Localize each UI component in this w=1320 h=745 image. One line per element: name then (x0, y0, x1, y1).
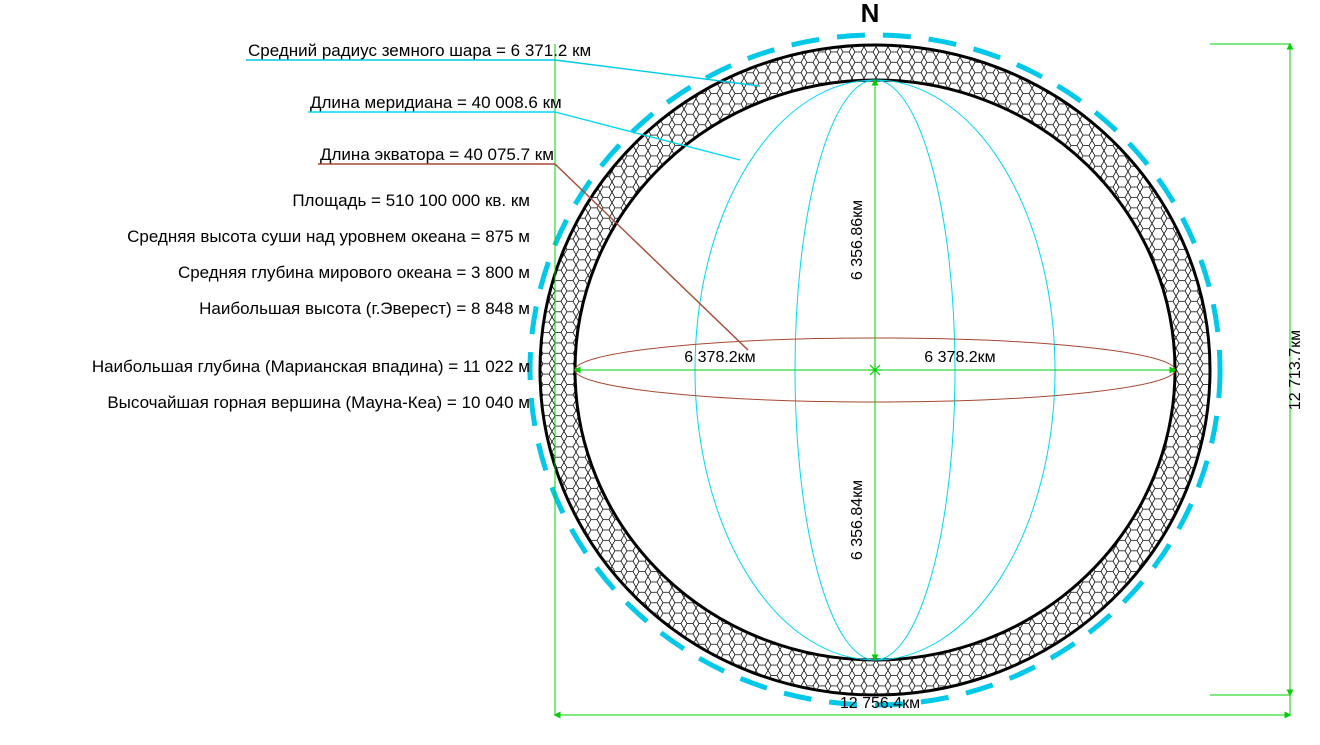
callout-label: Длина меридиана = 40 008.6 км (310, 93, 562, 112)
svg-text:6 378.2км: 6 378.2км (924, 349, 995, 366)
north-label: N (861, 0, 880, 28)
fact-line: Высочайшая горная вершина (Мауна-Кеа) = … (107, 393, 530, 412)
center-star (868, 363, 882, 377)
fact-line: Наибольшая глубина (Марианская впадина) … (92, 357, 530, 376)
earth-diagram: 6 356.86км 6 356.84км 6 378.2км 6 378.2км N… (0, 0, 1320, 745)
fact-line: Площадь = 510 100 000 кв. км (292, 191, 530, 210)
svg-text:6 378.2км: 6 378.2км (684, 349, 755, 366)
svg-text:6 356.86км: 6 356.86км (849, 200, 866, 280)
fact-line: Средняя глубина мирового океана = 3 800 … (178, 263, 530, 282)
svg-text:12 756.4км: 12 756.4км (840, 695, 920, 712)
fact-line: Средняя высота суши над уровнем океана =… (127, 227, 530, 246)
callout-label: Средний радиус земного шара = 6 371.2 км (248, 41, 591, 60)
svg-text:12 713.7км: 12 713.7км (1287, 330, 1304, 410)
fact-line: Наибольшая высота (г.Эверест) = 8 848 м (199, 299, 530, 318)
svg-text:6 356.84км: 6 356.84км (849, 480, 866, 560)
callout-label: Длина экватора = 40 075.7 км (320, 145, 554, 164)
